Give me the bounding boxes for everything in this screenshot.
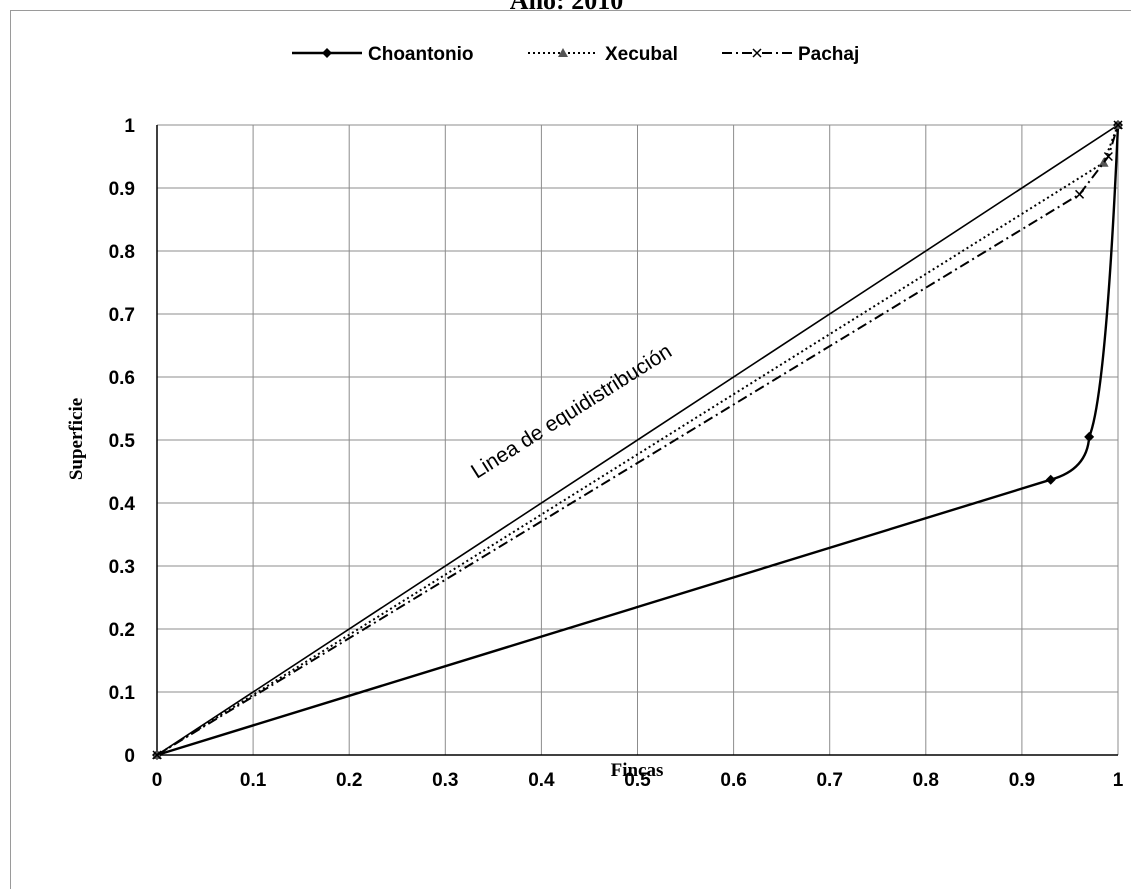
x-marker-stroke xyxy=(152,750,162,760)
y-tick-label: 1 xyxy=(124,116,135,137)
y-tick-labels: 0 0.1 0.2 0.3 0.4 0.5 0.6 0.7 0.8 0.9 1 xyxy=(109,116,136,767)
data-point-pachaj xyxy=(1075,189,1085,199)
data-point-xecubal xyxy=(1098,157,1109,167)
x-axis-title: Fincas xyxy=(611,760,664,781)
series-line-choantonio xyxy=(156,124,1120,757)
y-tick-label: 0 xyxy=(124,746,135,767)
data-point-choantonio xyxy=(1045,474,1056,485)
y-axis-title: Superficie xyxy=(66,398,87,480)
equidistribution-line-layer xyxy=(156,124,1119,756)
x-marker-stroke xyxy=(1075,189,1085,199)
legend-label-pachaj: Pachaj xyxy=(798,44,859,65)
x-tick-label: 0.8 xyxy=(913,770,939,791)
y-tick-label: 0.3 xyxy=(109,557,135,578)
chart-title: Año: 2010 xyxy=(509,0,624,15)
legend-label-choantonio: Choantonio xyxy=(368,44,474,65)
x-tick-label: 0.3 xyxy=(432,770,458,791)
chart-frame xyxy=(10,10,1131,889)
y-tick-label: 0.2 xyxy=(109,620,135,641)
x-tick-label: 0.4 xyxy=(528,770,555,791)
data-point-choantonio xyxy=(1084,431,1095,442)
x-tick-label: 0.5 xyxy=(624,770,651,791)
x-marker-stroke xyxy=(752,48,762,58)
legend-label-xecubal: Xecubal xyxy=(605,44,678,65)
y-tick-label: 0.1 xyxy=(109,683,136,704)
data-point-pachaj xyxy=(1103,151,1113,162)
legend-marker-choantonio xyxy=(322,48,332,58)
x-tick-label: 0.6 xyxy=(720,770,746,791)
series-line-pachaj xyxy=(156,124,1119,756)
legend: Choantonio Xecubal Pachaj xyxy=(292,44,859,65)
equidistribution-annotation: Linea de equidistribución xyxy=(467,340,676,484)
x-tick-label: 1 xyxy=(1113,770,1124,791)
x-tick-label: 0.1 xyxy=(240,770,267,791)
equidistribution-line xyxy=(156,124,1119,756)
y-tick-label: 0.4 xyxy=(109,494,136,515)
x-tick-label: 0.2 xyxy=(336,770,362,791)
y-tick-label: 0.5 xyxy=(109,431,136,452)
x-tick-label: 0.9 xyxy=(1009,770,1035,791)
y-tick-label: 0.6 xyxy=(109,368,135,389)
x-marker-stroke xyxy=(1103,151,1113,162)
x-tick-label: 0 xyxy=(152,770,163,791)
x-tick-label: 0.7 xyxy=(816,770,842,791)
data-point-pachaj xyxy=(1113,120,1123,130)
x-tick-labels: 0 0.1 0.2 0.3 0.4 0.5 0.6 0.7 0.8 0.9 1 xyxy=(152,770,1124,791)
data-point-pachaj xyxy=(152,750,162,760)
x-marker-stroke xyxy=(1113,120,1123,130)
series-layer xyxy=(152,120,1123,760)
legend-marker-pachaj xyxy=(752,48,762,58)
y-tick-label: 0.8 xyxy=(109,242,135,263)
grid xyxy=(156,124,1119,756)
legend-marker-xecubal xyxy=(558,48,568,57)
y-tick-label: 0.9 xyxy=(109,179,135,200)
y-tick-label: 0.7 xyxy=(109,305,135,326)
